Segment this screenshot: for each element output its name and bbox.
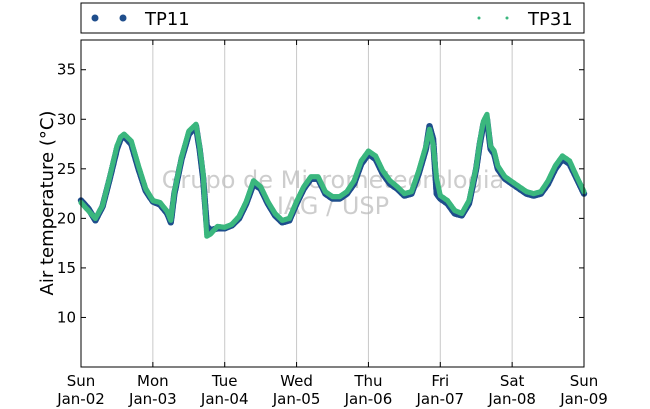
x-tick-label-day: Sat <box>500 372 525 390</box>
y-tick-label: 30 <box>57 110 76 128</box>
y-tick-label: 35 <box>57 61 76 79</box>
x-tick-label-day: Fri <box>431 372 449 390</box>
x-tick-label-day: Tue <box>211 372 238 390</box>
y-tick-label: 10 <box>57 308 76 326</box>
legend-marker-tp31 <box>477 16 509 20</box>
x-tick-label-day: Mon <box>137 372 169 390</box>
x-tick-label-date: Jan-06 <box>344 390 393 408</box>
x-tick-label-day: Sun <box>570 372 599 390</box>
legend-label-tp31: TP31 <box>527 9 573 30</box>
x-tick-label-day: Wed <box>280 372 313 390</box>
y-axis-ticks: 10 15 20 25 30 35 <box>57 61 584 326</box>
x-tick-label-date: Jan-05 <box>272 390 321 408</box>
x-axis-ticks: SunJan-02MonJan-03TueJan-04WedJan-05ThuJ… <box>56 40 608 408</box>
x-tick-label-date: Jan-02 <box>56 390 105 408</box>
x-tick-label-day: Thu <box>353 372 382 390</box>
plot-frame <box>80 39 585 368</box>
plot-area <box>81 40 584 367</box>
x-tick-label-date: Jan-07 <box>415 390 464 408</box>
legend: TP11 TP31 <box>80 2 585 34</box>
y-axis-label: Air temperature (°C) <box>37 111 58 296</box>
x-tick-label-date: Jan-04 <box>200 390 249 408</box>
x-tick-label-date: Jan-03 <box>128 390 177 408</box>
y-tick-label: 25 <box>57 160 76 178</box>
legend-frame <box>80 2 585 34</box>
watermark-line-1: Grupo de Micrometeorologia <box>162 166 504 194</box>
legend-label-tp11: TP11 <box>144 9 190 30</box>
y-tick-label: 20 <box>57 209 76 227</box>
y-tick-label: 15 <box>57 259 76 277</box>
legend-marker-tp11 <box>91 14 127 22</box>
watermark: Grupo de Micrometeorologia IAG / USP <box>162 166 504 220</box>
x-tick-label-day: Sun <box>67 372 96 390</box>
series-tp31-points <box>78 111 587 239</box>
x-tick-label-date: Jan-09 <box>559 390 608 408</box>
x-tick-label-date: Jan-08 <box>487 390 536 408</box>
